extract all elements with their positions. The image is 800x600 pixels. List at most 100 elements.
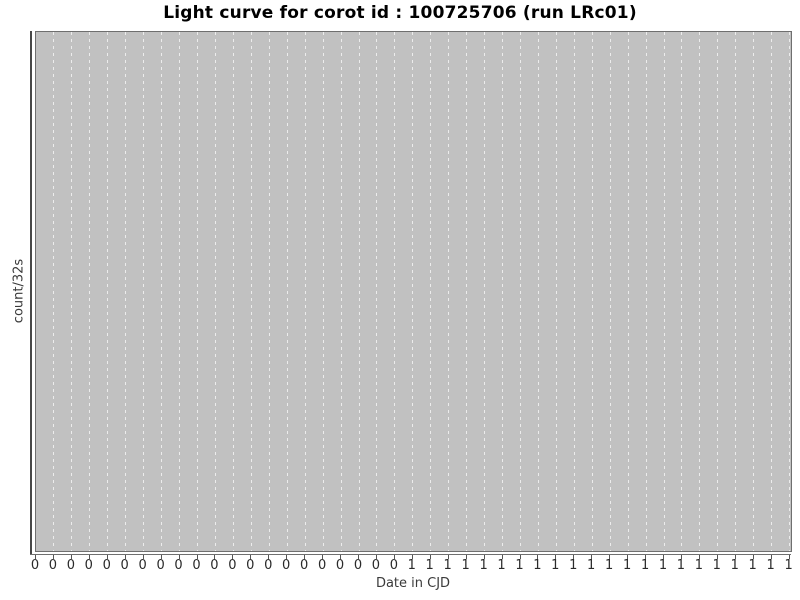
gridline — [609, 32, 611, 551]
x-tick-label: 0 — [192, 558, 201, 573]
gridline — [286, 32, 288, 551]
gridline — [89, 32, 91, 551]
x-tick-label: 0 — [335, 558, 345, 573]
x-tick-label: 0 — [30, 558, 40, 573]
x-tick-label: 1 — [730, 558, 739, 573]
x-tick-label: 1 — [443, 558, 452, 573]
x-tick-label: 0 — [246, 558, 255, 573]
x-tick-label: 0 — [264, 558, 273, 573]
gridline — [394, 32, 396, 551]
gridline — [322, 32, 324, 551]
gridline — [340, 32, 342, 551]
gridline — [143, 32, 145, 551]
x-tick-label: 1 — [569, 558, 578, 573]
x-tick-mark — [268, 555, 270, 559]
x-tick-mark — [752, 555, 754, 559]
x-tick-label: 1 — [407, 558, 416, 573]
x-tick-label: 1 — [425, 558, 434, 573]
x-tick-mark — [483, 555, 485, 559]
x-tick-mark — [358, 555, 359, 559]
x-tick-mark — [375, 555, 377, 559]
x-tick-label: 0 — [210, 558, 219, 573]
gridline — [232, 32, 234, 551]
x-tick-mark — [52, 555, 54, 559]
x-tick-label: 1 — [640, 558, 650, 573]
gridline — [430, 32, 432, 551]
x-tick-label: 1 — [766, 558, 775, 573]
x-tick-label: 0 — [66, 558, 76, 573]
x-tick-label: 1 — [551, 558, 560, 573]
x-tick-mark — [447, 555, 449, 559]
x-tick-mark — [35, 555, 36, 559]
y-axis-line — [30, 31, 32, 555]
y-axis-title: count/32s — [11, 258, 27, 324]
x-tick-mark — [214, 555, 216, 559]
x-tick-mark — [716, 555, 718, 559]
gridline — [448, 32, 450, 551]
x-tick-label: 1 — [712, 558, 721, 573]
x-tick-label: 1 — [497, 558, 506, 573]
x-tick-mark — [322, 555, 324, 559]
x-tick-label: 0 — [48, 558, 58, 573]
gridline — [627, 32, 629, 551]
x-tick-label: 0 — [120, 558, 129, 573]
x-tick-mark — [627, 555, 629, 559]
x-tick-mark — [788, 555, 790, 559]
x-tick-mark — [88, 555, 90, 559]
x-tick-mark — [555, 555, 557, 559]
gridline — [735, 32, 737, 551]
gridline — [753, 32, 755, 551]
gridline — [591, 32, 593, 551]
x-tick-mark — [160, 555, 162, 559]
x-tick-mark — [232, 555, 234, 559]
x-tick-label: 1 — [694, 558, 704, 573]
gridline — [645, 32, 647, 551]
gridline — [179, 32, 180, 551]
x-tick-mark — [142, 555, 144, 559]
x-tick-mark — [663, 555, 664, 559]
gridline — [304, 32, 306, 551]
x-tick-label: 0 — [282, 558, 291, 573]
x-tick-mark — [573, 555, 575, 559]
x-tick-mark — [106, 555, 108, 559]
gridline — [107, 32, 109, 551]
x-tick-label: 1 — [515, 558, 524, 573]
x-tick-label: 0 — [317, 558, 327, 573]
gridline — [771, 32, 773, 551]
gridline — [520, 32, 521, 551]
x-tick-mark — [196, 555, 198, 559]
gridline — [663, 32, 665, 551]
x-tick-mark — [304, 555, 306, 559]
gridline — [466, 32, 468, 551]
x-axis-line — [30, 554, 791, 555]
x-tick-label: 1 — [461, 558, 470, 573]
x-tick-label: 0 — [138, 558, 147, 573]
gridline — [789, 32, 791, 551]
gridline — [268, 32, 270, 551]
gridline — [502, 32, 503, 551]
x-tick-label: 1 — [748, 558, 757, 573]
plot-area — [35, 31, 792, 552]
x-tick-mark — [770, 555, 772, 559]
x-tick-mark — [465, 555, 467, 559]
gridline — [484, 32, 486, 551]
gridline — [376, 32, 378, 551]
x-tick-label: 1 — [605, 558, 614, 573]
gridline — [53, 32, 55, 551]
x-tick-mark — [178, 555, 180, 559]
x-tick-label: 0 — [299, 558, 309, 573]
x-tick-mark — [250, 555, 252, 559]
x-axis-title: Date in CJD — [375, 576, 451, 591]
x-tick-label: 1 — [587, 558, 596, 573]
x-tick-mark — [411, 555, 413, 559]
x-tick-label: 0 — [174, 558, 183, 573]
x-tick-label: 0 — [371, 558, 381, 573]
gridline — [573, 32, 575, 551]
x-tick-label: 1 — [622, 558, 632, 573]
gridline — [214, 32, 216, 551]
x-tick-label: 0 — [389, 558, 399, 573]
x-tick-mark — [591, 555, 593, 559]
x-tick-mark — [286, 555, 288, 559]
gridline — [125, 32, 127, 551]
x-tick-label: 0 — [353, 558, 363, 573]
